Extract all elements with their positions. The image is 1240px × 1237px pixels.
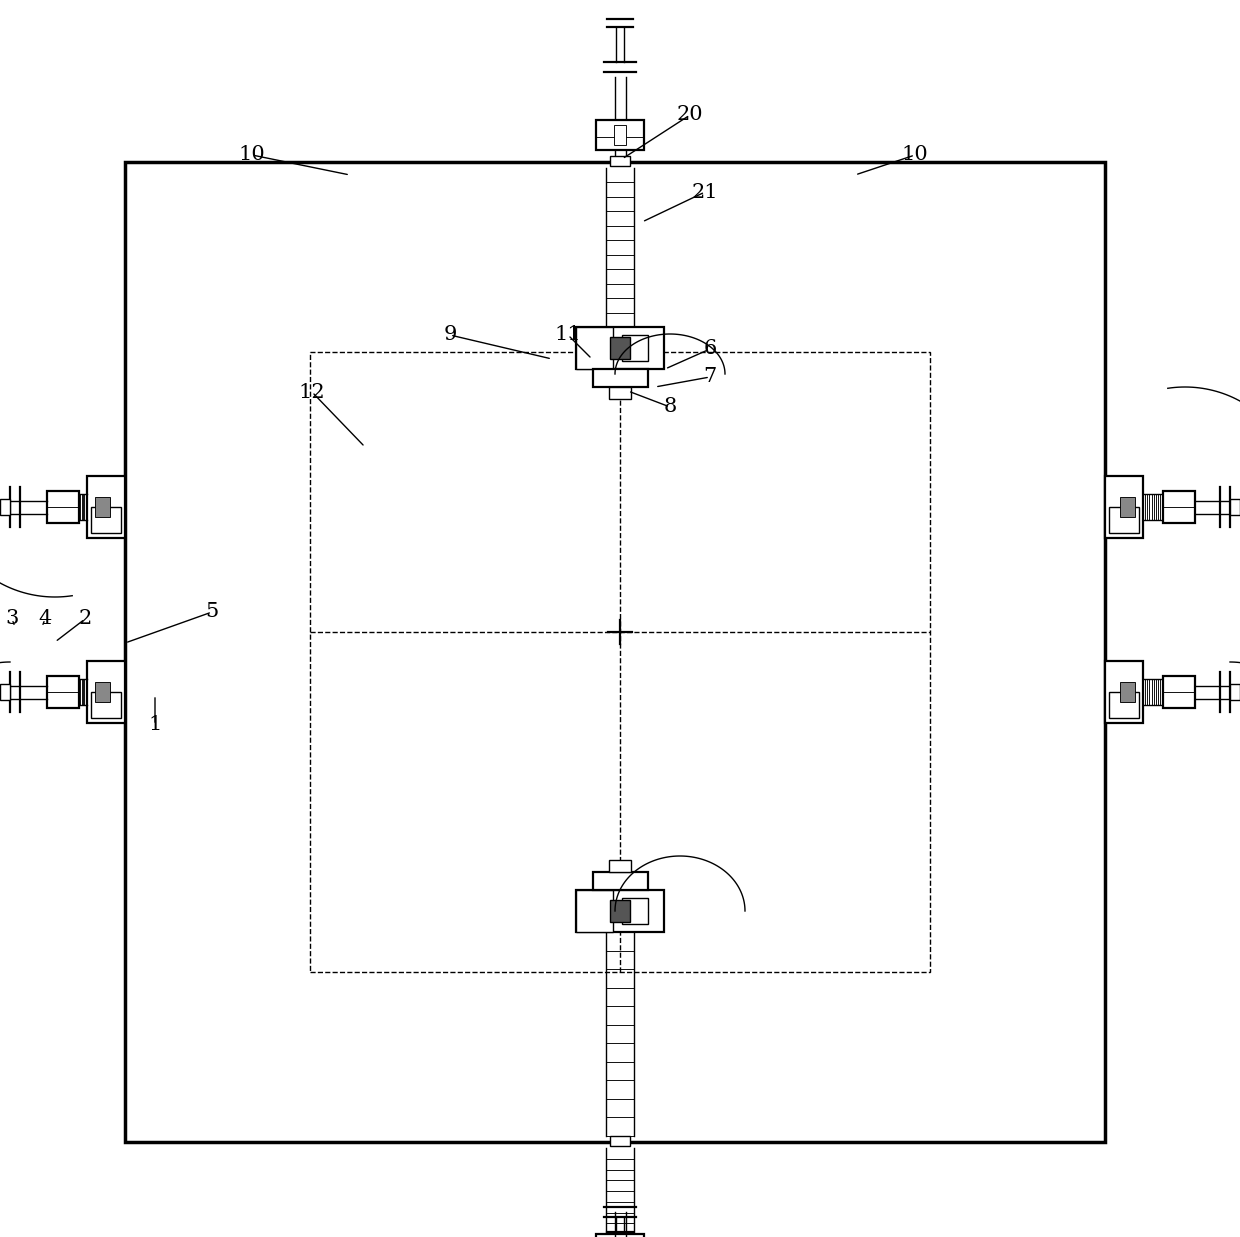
Text: 2: 2 — [78, 610, 92, 628]
Bar — [87, 661, 125, 722]
Bar — [614, 125, 626, 145]
Text: 3: 3 — [5, 610, 19, 628]
Bar — [609, 860, 631, 872]
Bar — [1109, 691, 1140, 717]
Bar — [1163, 675, 1195, 708]
Bar — [1109, 507, 1140, 533]
Bar — [577, 889, 613, 931]
Text: 1: 1 — [149, 715, 161, 735]
Bar — [577, 327, 663, 369]
Bar — [609, 387, 631, 400]
Bar — [91, 507, 122, 533]
Text: 11: 11 — [554, 325, 582, 344]
Bar — [95, 682, 110, 703]
Bar — [610, 901, 630, 922]
Bar — [125, 162, 1105, 1142]
Bar — [593, 369, 647, 387]
Text: 10: 10 — [901, 146, 929, 165]
Bar — [1120, 682, 1135, 703]
Bar — [577, 889, 663, 931]
Text: 4: 4 — [38, 610, 52, 628]
Bar — [47, 491, 79, 523]
Bar — [622, 335, 649, 361]
Text: 5: 5 — [206, 602, 218, 621]
Bar — [1105, 661, 1143, 722]
Text: 9: 9 — [444, 325, 456, 344]
Text: 12: 12 — [299, 382, 325, 402]
Bar — [1230, 499, 1240, 515]
Text: 21: 21 — [692, 183, 718, 202]
Bar — [47, 675, 79, 708]
Bar — [1230, 684, 1240, 700]
Text: 7: 7 — [703, 367, 717, 386]
Bar — [577, 327, 613, 369]
Text: 20: 20 — [677, 105, 703, 125]
Bar — [1105, 476, 1143, 538]
Bar — [610, 1136, 630, 1145]
Bar — [610, 336, 630, 359]
Bar — [1163, 491, 1195, 523]
Bar — [1120, 497, 1135, 517]
Bar — [87, 476, 125, 538]
Bar — [610, 156, 630, 166]
Bar — [310, 353, 930, 972]
Bar — [622, 898, 649, 924]
Text: 10: 10 — [238, 146, 265, 165]
Text: 6: 6 — [703, 339, 717, 359]
Bar — [91, 691, 122, 717]
Bar — [0, 499, 10, 515]
Bar — [0, 684, 10, 700]
Bar — [596, 1235, 644, 1237]
Text: 8: 8 — [663, 397, 677, 417]
Bar — [593, 872, 647, 889]
Bar — [95, 497, 110, 517]
Bar — [596, 120, 644, 150]
